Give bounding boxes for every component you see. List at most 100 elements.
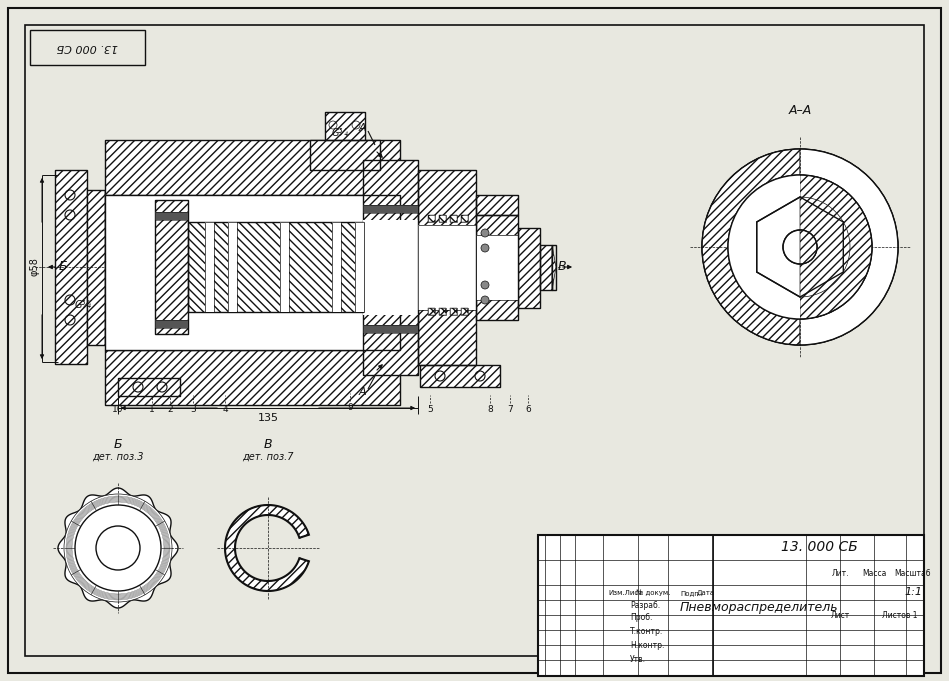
Text: 4: 4	[222, 405, 228, 415]
Bar	[205, 222, 214, 312]
Bar	[107, 213, 128, 323]
Bar	[35, 90, 595, 420]
Text: № докум.: № докум.	[636, 590, 670, 597]
Bar	[155, 200, 188, 334]
Bar	[55, 170, 87, 364]
Bar	[228, 222, 237, 312]
Text: G¾: G¾	[75, 300, 91, 310]
Circle shape	[481, 281, 489, 289]
Text: 13. 000 СБ: 13. 000 СБ	[781, 540, 857, 554]
Bar	[450, 215, 457, 222]
Bar	[30, 30, 145, 65]
Bar	[332, 222, 341, 312]
Bar	[418, 225, 476, 310]
Bar	[363, 160, 418, 375]
Text: Проб.: Проб.	[630, 614, 652, 622]
Bar	[518, 228, 540, 308]
Circle shape	[702, 149, 898, 345]
Text: 8: 8	[487, 405, 493, 415]
Bar	[476, 235, 518, 300]
Bar	[450, 215, 457, 222]
Bar	[105, 195, 400, 350]
Bar	[105, 195, 400, 350]
Bar	[363, 205, 418, 213]
Text: Н.контр.: Н.контр.	[630, 641, 664, 650]
Circle shape	[75, 505, 161, 591]
Text: Листов 1: Листов 1	[883, 610, 918, 620]
Bar	[363, 220, 418, 315]
Bar	[155, 320, 188, 328]
Bar	[183, 222, 188, 312]
Bar	[439, 215, 446, 222]
Wedge shape	[728, 175, 800, 319]
Bar	[420, 365, 500, 387]
Bar	[461, 215, 468, 222]
Text: 1: 1	[149, 405, 155, 415]
Text: A–A: A–A	[789, 104, 811, 116]
Bar	[476, 195, 518, 215]
Bar	[155, 212, 188, 220]
Bar	[155, 200, 188, 334]
Bar	[183, 222, 188, 312]
Text: Подп.: Подп.	[680, 590, 701, 596]
Bar	[310, 140, 380, 170]
Text: Т.контр.: Т.контр.	[630, 627, 663, 635]
Wedge shape	[800, 175, 872, 319]
Bar	[355, 222, 364, 312]
Bar	[540, 245, 552, 290]
Bar	[128, 222, 133, 312]
Bar	[105, 350, 400, 405]
Text: 135: 135	[257, 413, 278, 423]
Bar	[428, 308, 435, 315]
Bar	[188, 222, 363, 312]
Bar	[439, 308, 446, 315]
Text: Масса: Масса	[862, 569, 886, 577]
Bar	[55, 170, 87, 364]
Circle shape	[728, 175, 872, 319]
Bar	[118, 378, 180, 396]
Bar	[155, 320, 188, 328]
Bar	[363, 205, 418, 213]
Polygon shape	[58, 488, 178, 608]
Polygon shape	[552, 245, 556, 290]
Bar	[540, 245, 552, 290]
Bar	[476, 215, 518, 320]
Bar	[128, 222, 133, 312]
Bar	[552, 245, 556, 290]
Text: G¾: G¾	[331, 128, 348, 138]
Text: 13. 000 СБ: 13. 000 СБ	[56, 42, 118, 52]
Bar	[476, 235, 518, 300]
Text: дет. поз.7: дет. поз.7	[242, 452, 294, 462]
Text: A: A	[358, 387, 365, 397]
Bar	[428, 308, 435, 315]
Text: Б: Б	[59, 261, 67, 274]
Text: 7: 7	[507, 405, 512, 415]
Bar	[105, 190, 130, 345]
Bar	[332, 222, 341, 312]
Text: 3: 3	[190, 405, 195, 415]
Bar	[280, 222, 289, 312]
Text: Утв.: Утв.	[630, 656, 646, 665]
Bar	[325, 112, 365, 140]
Bar	[476, 215, 518, 320]
Text: Пневмораспределитель: Пневмораспределитель	[679, 601, 838, 614]
Bar	[450, 308, 457, 315]
Bar	[428, 215, 435, 222]
Text: В: В	[558, 261, 567, 274]
Bar	[355, 222, 364, 312]
Text: A: A	[358, 123, 365, 133]
Bar	[325, 112, 365, 140]
Wedge shape	[800, 230, 817, 264]
Bar	[87, 190, 105, 345]
Bar	[439, 308, 446, 315]
Text: 9: 9	[347, 404, 353, 413]
Bar	[105, 190, 130, 345]
Circle shape	[64, 494, 172, 602]
Bar	[418, 170, 476, 365]
Wedge shape	[800, 197, 850, 297]
Text: 10: 10	[112, 405, 123, 415]
Text: Дата: Дата	[697, 590, 715, 596]
Circle shape	[783, 230, 817, 264]
Polygon shape	[756, 197, 844, 297]
Bar	[461, 308, 468, 315]
